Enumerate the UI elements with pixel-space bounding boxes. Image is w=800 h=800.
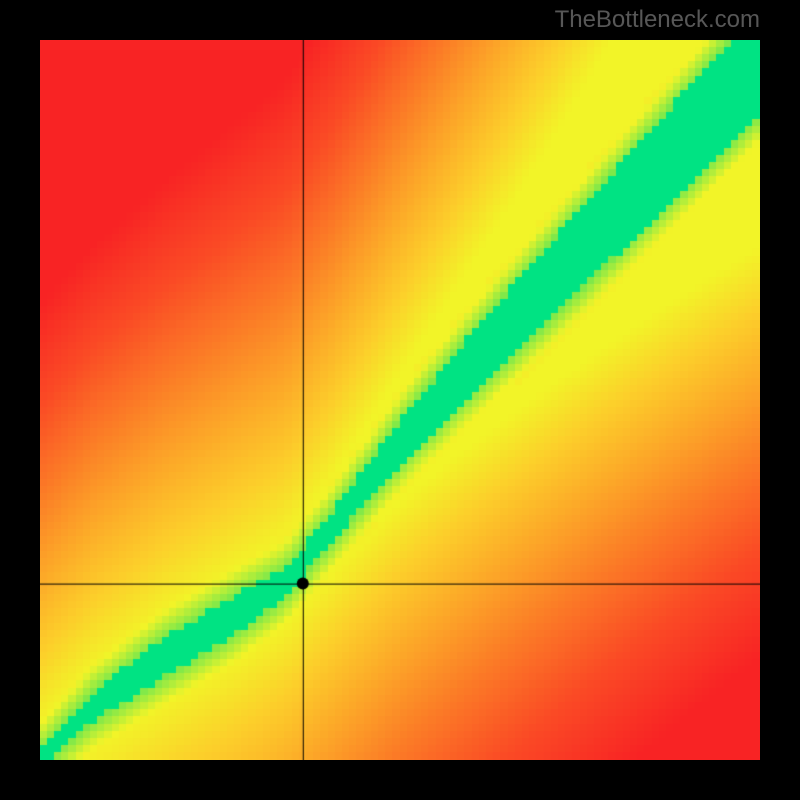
chart-frame: TheBottleneck.com (0, 0, 800, 800)
bottleneck-heatmap (40, 40, 760, 760)
watermark-text: TheBottleneck.com (555, 6, 760, 34)
